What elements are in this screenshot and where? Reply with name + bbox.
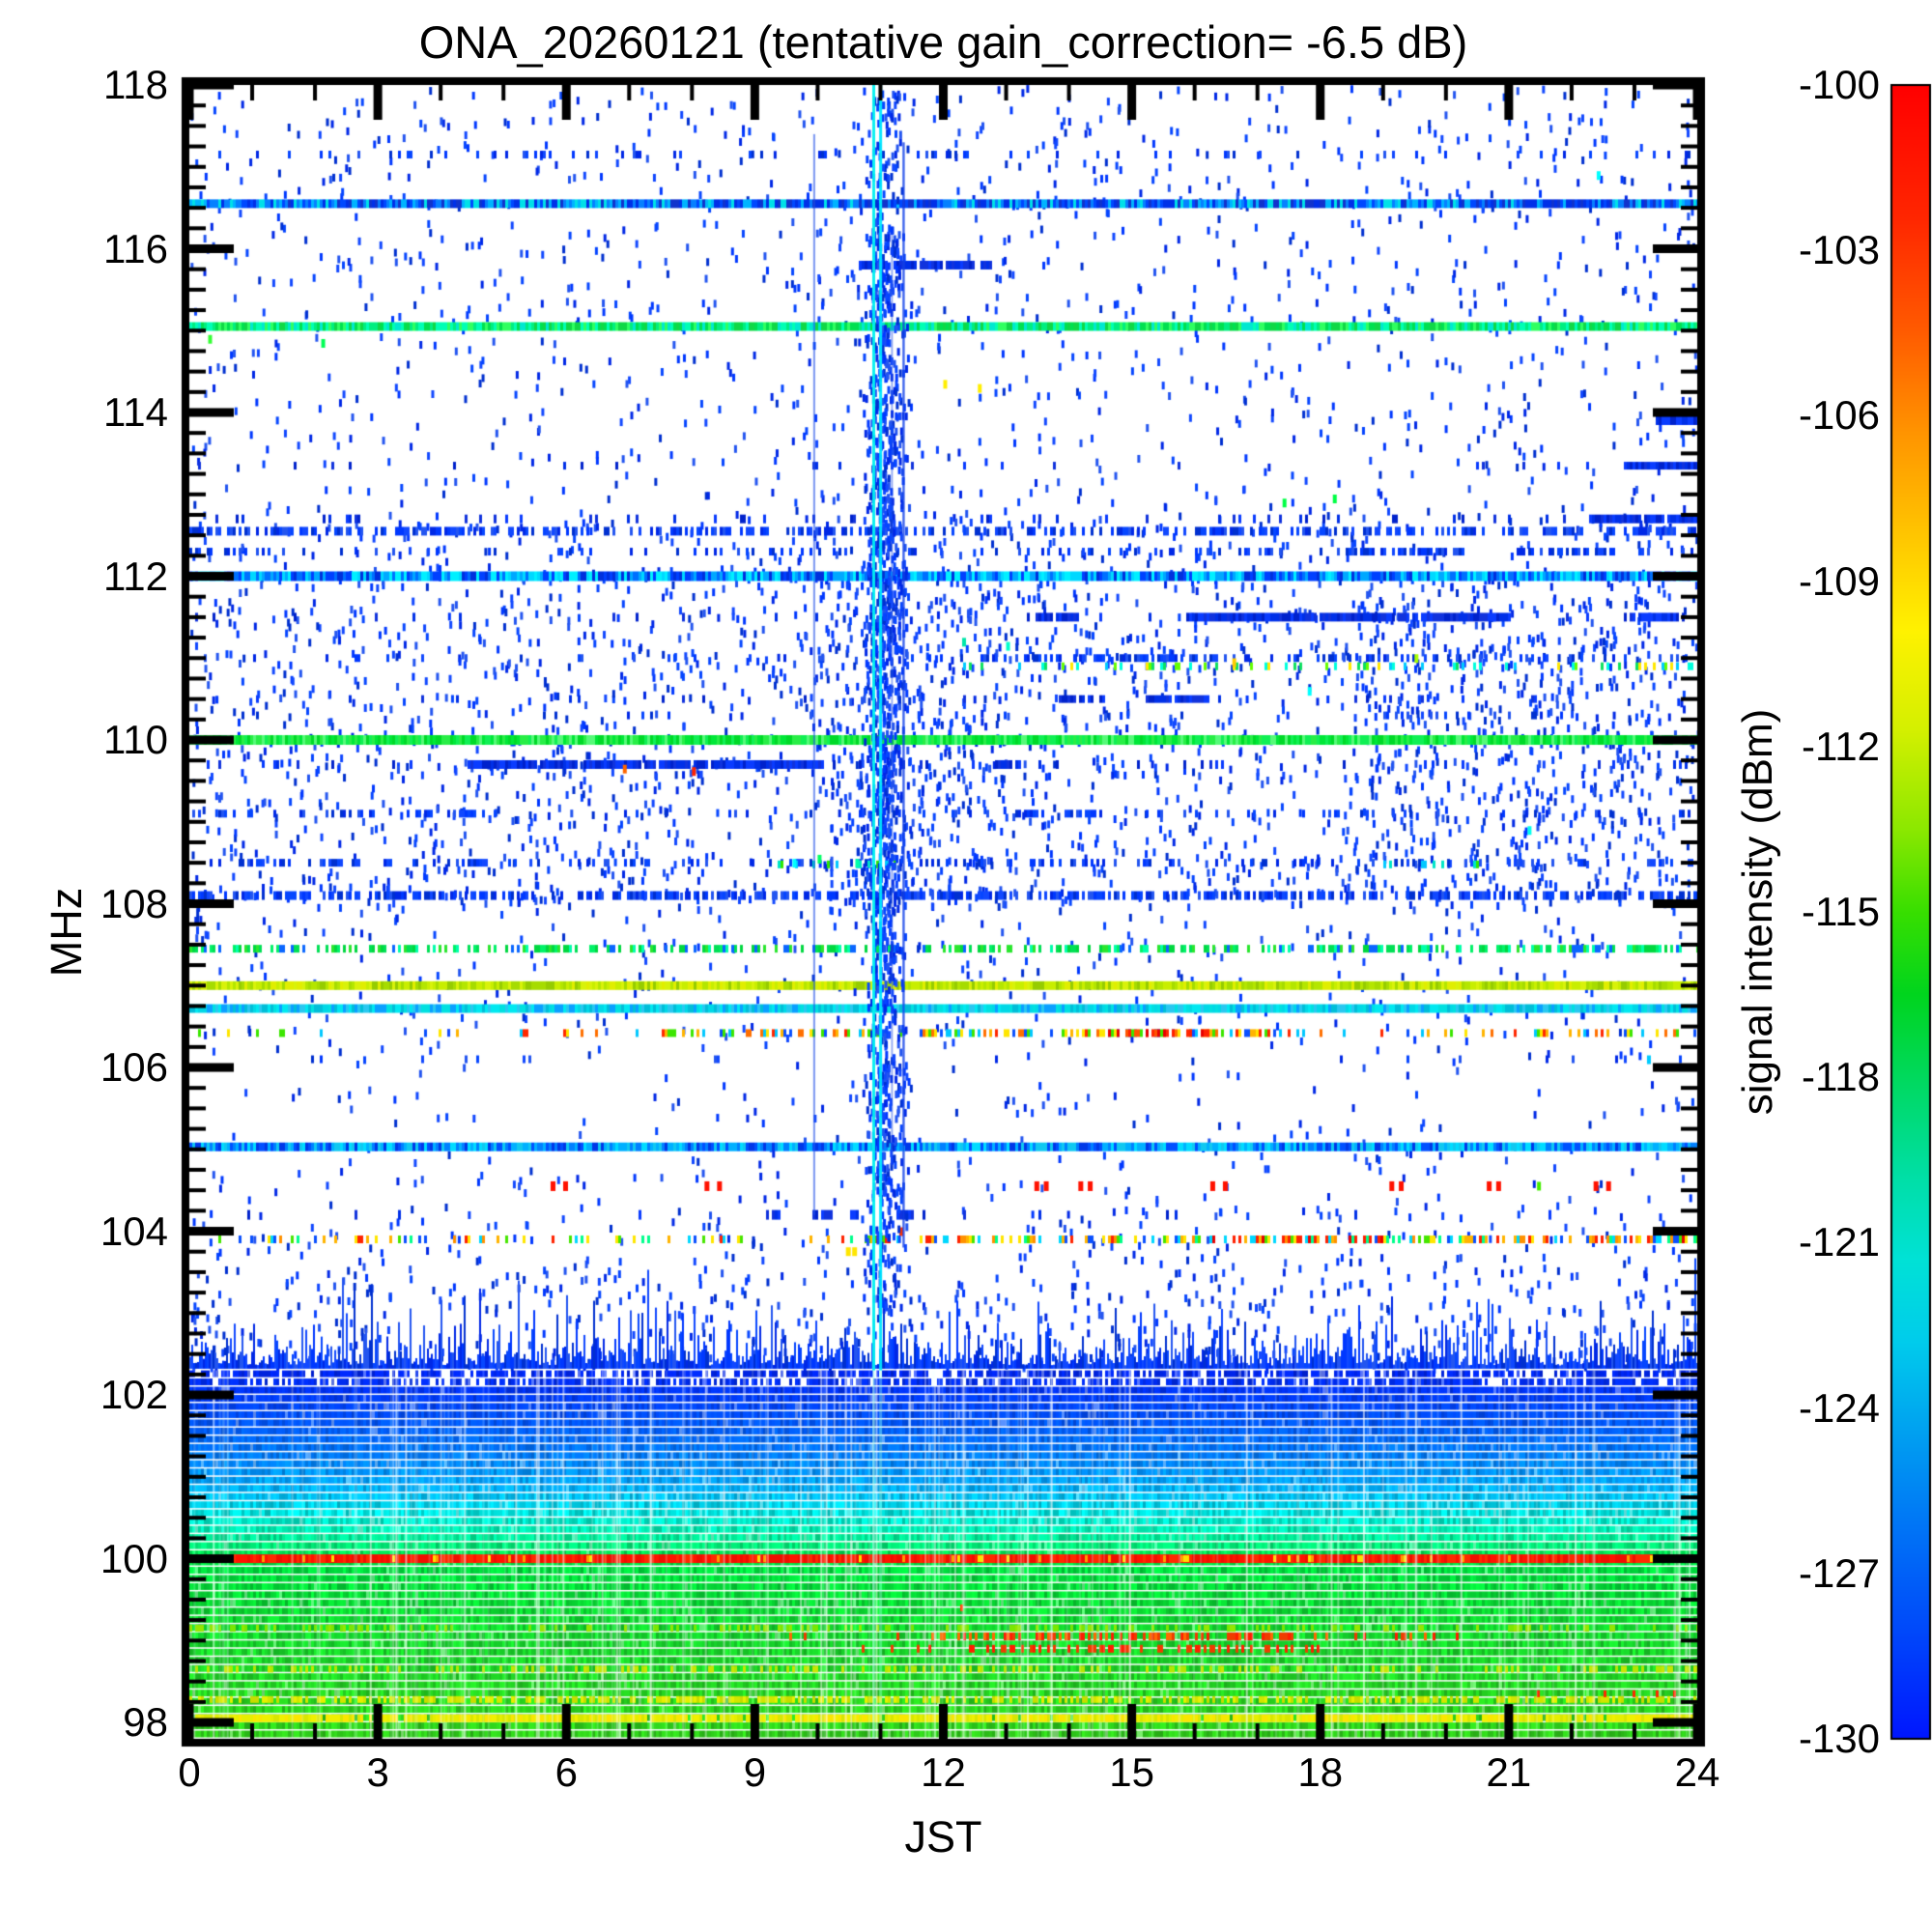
colorbar-tick-label: -118 xyxy=(1802,1054,1880,1100)
colorbar-tick-label: -127 xyxy=(1798,1549,1880,1596)
y-tick-label: 106 xyxy=(99,1044,168,1091)
y-tick-label: 110 xyxy=(103,717,168,763)
chart-title: ONA_20260121 (tentative gain_correction=… xyxy=(418,16,1468,68)
x-tick-label: 24 xyxy=(1674,1749,1720,1795)
y-tick-label: 98 xyxy=(123,1699,168,1746)
x-axis-label: JST xyxy=(904,1812,982,1861)
colorbar-tick-label: -121 xyxy=(1798,1219,1880,1265)
x-tick-label: 0 xyxy=(178,1749,201,1795)
y-tick-label: 118 xyxy=(103,62,168,107)
y-tick-label: 116 xyxy=(103,225,168,271)
x-tick-label: 9 xyxy=(743,1749,767,1795)
colorbar-tick-label: -100 xyxy=(1798,62,1880,107)
y-tick-label: 112 xyxy=(103,553,168,599)
x-tick-label: 6 xyxy=(554,1749,578,1795)
colorbar-tick-label: -106 xyxy=(1798,392,1880,439)
y-tick-label: 114 xyxy=(103,389,168,435)
y-tick-label: 100 xyxy=(99,1535,168,1581)
y-tick-label: 104 xyxy=(99,1208,168,1254)
colorbar-tick-label: -124 xyxy=(1798,1384,1880,1431)
x-tick-label: 15 xyxy=(1109,1749,1154,1795)
colorbar-tick-label: -103 xyxy=(1798,227,1880,273)
colorbar-tick-label: -115 xyxy=(1802,889,1880,934)
colorbar-tick-label: -112 xyxy=(1802,723,1880,769)
colorbar-tick-label: -109 xyxy=(1798,557,1880,604)
x-tick-label: 12 xyxy=(921,1749,966,1795)
x-tick-label: 21 xyxy=(1486,1749,1532,1795)
y-tick-label: 102 xyxy=(99,1372,168,1418)
x-tick-label: 18 xyxy=(1297,1749,1344,1795)
colorbar-tick-label: -130 xyxy=(1798,1716,1880,1761)
x-tick-label: 3 xyxy=(366,1749,389,1795)
y-tick-label: 108 xyxy=(99,880,168,926)
